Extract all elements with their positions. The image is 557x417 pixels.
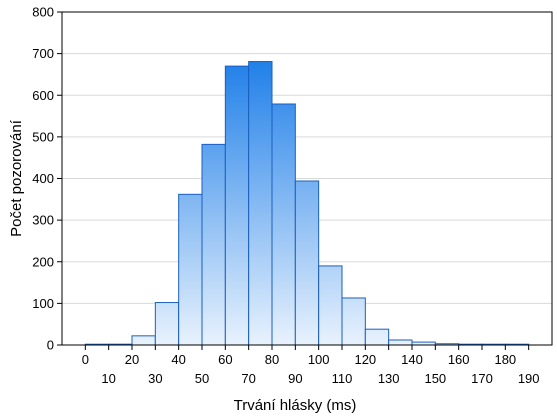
histogram-bar bbox=[318, 265, 343, 346]
y-tick-label: 0 bbox=[47, 338, 54, 353]
x-tick-label: 140 bbox=[401, 352, 423, 367]
x-tick-label: 160 bbox=[448, 352, 470, 367]
x-tick-label: 70 bbox=[241, 371, 255, 386]
x-tick-label: 150 bbox=[424, 371, 446, 386]
histogram-bar bbox=[341, 297, 366, 346]
x-tick-label: 80 bbox=[265, 352, 279, 367]
histogram-bar bbox=[224, 65, 250, 346]
histogram-bar bbox=[131, 335, 156, 346]
histogram-bar bbox=[388, 339, 413, 346]
x-tick-label: 0 bbox=[82, 352, 89, 367]
y-tick-label: 800 bbox=[32, 5, 54, 20]
histogram-bar bbox=[271, 103, 296, 346]
x-tick-label: 120 bbox=[354, 352, 376, 367]
x-tick-label: 110 bbox=[332, 371, 353, 386]
histogram-bar bbox=[294, 180, 320, 346]
x-tick-label: 20 bbox=[125, 352, 139, 367]
x-tick-label: 190 bbox=[518, 371, 540, 386]
x-tick-label: 170 bbox=[471, 371, 493, 386]
x-tick-label: 60 bbox=[218, 352, 232, 367]
x-tick-label: 50 bbox=[195, 371, 209, 386]
y-tick-label: 700 bbox=[32, 46, 54, 61]
x-tick-label: 130 bbox=[378, 371, 400, 386]
x-tick-label: 90 bbox=[288, 371, 302, 386]
y-tick-label: 500 bbox=[32, 129, 54, 144]
histogram-bars bbox=[84, 61, 530, 346]
y-tick-label: 100 bbox=[32, 296, 54, 311]
histogram-bar bbox=[248, 61, 273, 346]
histogram-bar bbox=[364, 328, 390, 346]
x-tick-label: 30 bbox=[148, 371, 162, 386]
y-tick-label: 300 bbox=[32, 213, 54, 228]
y-axis-label: Počet pozorování bbox=[8, 119, 25, 237]
x-tick-label: 10 bbox=[101, 371, 115, 386]
histogram-bar bbox=[154, 302, 180, 346]
x-tick-label: 180 bbox=[494, 352, 516, 367]
y-axis-ticks: 0 100 200 300 400 500 600 700 800 bbox=[32, 5, 62, 353]
y-tick-label: 400 bbox=[32, 171, 54, 186]
x-axis-label: Trvání hlásky (ms) bbox=[234, 397, 357, 414]
y-tick-label: 600 bbox=[32, 88, 54, 103]
x-tick-label: 40 bbox=[171, 352, 185, 367]
x-tick-label: 100 bbox=[308, 352, 330, 367]
histogram-bar bbox=[201, 143, 226, 346]
histogram-bar bbox=[178, 193, 203, 346]
y-tick-label: 200 bbox=[32, 254, 54, 269]
x-axis-ticks: 0 20 40 60 80 100 120 140 160 180 10 30 50 70 90 110 130… bbox=[82, 345, 540, 386]
